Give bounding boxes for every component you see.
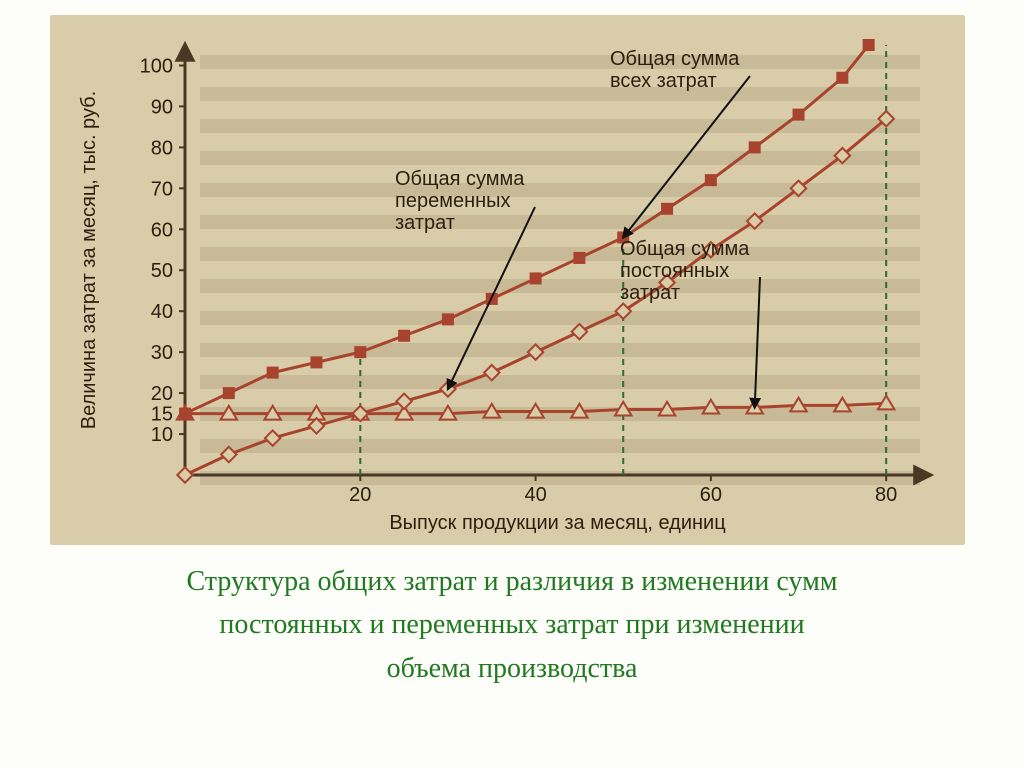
svg-text:20: 20: [151, 383, 173, 405]
svg-text:10: 10: [151, 424, 173, 446]
svg-text:100: 100: [140, 55, 173, 77]
svg-text:затрат: затрат: [620, 282, 680, 304]
svg-text:Величина затрат за месяц, тыс.: Величина затрат за месяц, тыс. руб.: [78, 91, 100, 429]
svg-text:40: 40: [151, 301, 173, 323]
svg-text:20: 20: [349, 484, 371, 506]
svg-text:постоянных: постоянных: [620, 260, 729, 282]
svg-text:70: 70: [151, 178, 173, 200]
svg-text:50: 50: [151, 260, 173, 282]
svg-text:15: 15: [151, 404, 173, 426]
svg-text:60: 60: [700, 484, 722, 506]
svg-text:Общая сумма: Общая сумма: [620, 238, 750, 260]
svg-text:80: 80: [151, 137, 173, 159]
svg-text:затрат: затрат: [395, 212, 455, 234]
svg-text:90: 90: [151, 96, 173, 118]
chart-caption: Структура общих затрат и различия в изме…: [0, 560, 1024, 690]
svg-text:40: 40: [524, 484, 546, 506]
svg-text:30: 30: [151, 342, 173, 364]
page: 1015203040506070809010020406080Выпуск пр…: [0, 0, 1024, 768]
svg-text:80: 80: [875, 484, 897, 506]
svg-text:Выпуск продукции за месяц, еди: Выпуск продукции за месяц, единиц: [389, 512, 725, 534]
svg-text:всех затрат: всех затрат: [610, 70, 717, 92]
svg-text:переменных: переменных: [395, 190, 511, 212]
svg-text:60: 60: [151, 219, 173, 241]
svg-text:Общая сумма: Общая сумма: [610, 48, 740, 70]
caption-line-2: постоянных и переменных затрат при измен…: [60, 603, 964, 646]
caption-line-1: Структура общих затрат и различия в изме…: [60, 560, 964, 603]
chart-svg: 1015203040506070809010020406080Выпуск пр…: [50, 15, 965, 545]
svg-text:Общая сумма: Общая сумма: [395, 168, 525, 190]
caption-line-3: объема производства: [60, 647, 964, 690]
cost-structure-chart: 1015203040506070809010020406080Выпуск пр…: [50, 15, 965, 545]
